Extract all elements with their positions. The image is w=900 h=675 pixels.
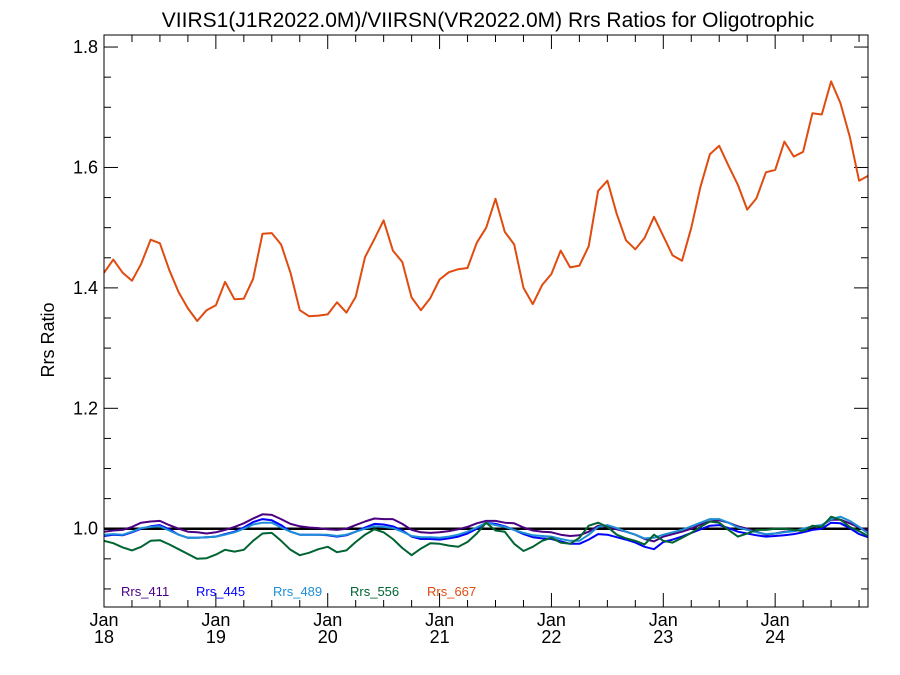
x-tick-month: Jan [201, 610, 230, 630]
x-tick-year: 24 [765, 627, 785, 647]
series-line-rrs-411 [104, 513, 868, 543]
x-tick-year: 20 [318, 627, 338, 647]
legend: Rrs_411 Rrs_445 Rrs_489 Rrs_556 Rrs_667 [121, 584, 476, 599]
y-tick-label: 1.4 [73, 278, 98, 298]
series-line-rrs-667 [104, 80, 868, 322]
x-tick-month: Jan [761, 610, 790, 630]
x-tick-year: 18 [94, 627, 114, 647]
y-tick-label: 1.2 [73, 398, 98, 418]
legend-entry-rrs-445: Rrs_445 [196, 584, 245, 599]
y-tick-label: 1.8 [73, 37, 98, 57]
x-tick-year: 23 [653, 627, 673, 647]
chart-title: VIIRS1(J1R2022.0M)/VIIRSN(VR2022.0M) Rrs… [162, 9, 814, 32]
y-tick-label: 1.0 [73, 519, 98, 539]
x-tick-month: Jan [425, 610, 454, 630]
x-tick-month: Jan [537, 610, 566, 630]
series-lines [104, 80, 868, 560]
legend-entry-rrs-556: Rrs_556 [350, 584, 399, 599]
x-tick-year: 19 [206, 627, 226, 647]
x-tick-month: Jan [89, 610, 118, 630]
x-tick-year: 21 [430, 627, 450, 647]
plot-frame [103, 34, 869, 608]
series-line-rrs-556 [104, 515, 868, 560]
legend-entry-rrs-411: Rrs_411 [121, 584, 169, 599]
x-tick-year: 22 [541, 627, 561, 647]
axis-ticks: 1.01.21.41.61.8Jan18Jan19Jan20Jan21Jan22… [73, 35, 868, 647]
y-axis-label: Rrs Ratio [38, 302, 58, 377]
legend-entry-rrs-489: Rrs_489 [273, 584, 322, 599]
x-tick-month: Jan [649, 610, 678, 630]
y-tick-label: 1.6 [73, 157, 98, 177]
legend-entry-rrs-667: Rrs_667 [427, 584, 476, 599]
x-tick-month: Jan [313, 610, 342, 630]
